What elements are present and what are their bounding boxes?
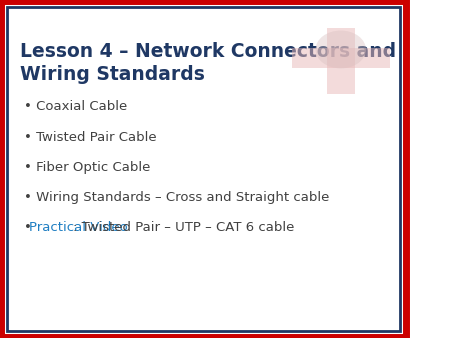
Text: : Twisted Pair – UTP – CAT 6 cable: : Twisted Pair – UTP – CAT 6 cable	[73, 221, 294, 234]
Circle shape	[315, 30, 366, 68]
Text: •: •	[23, 221, 36, 234]
Text: • Coaxial Cable: • Coaxial Cable	[23, 100, 127, 114]
Text: • Wiring Standards – Cross and Straight cable: • Wiring Standards – Cross and Straight …	[23, 191, 329, 204]
FancyBboxPatch shape	[327, 28, 355, 94]
Text: Practical Video: Practical Video	[29, 221, 128, 234]
Text: • Twisted Pair Cable: • Twisted Pair Cable	[23, 131, 156, 144]
Text: • Fiber Optic Cable: • Fiber Optic Cable	[23, 161, 150, 174]
Text: Lesson 4 – Network Connectors and
Wiring Standards: Lesson 4 – Network Connectors and Wiring…	[20, 42, 396, 84]
FancyBboxPatch shape	[292, 48, 390, 68]
